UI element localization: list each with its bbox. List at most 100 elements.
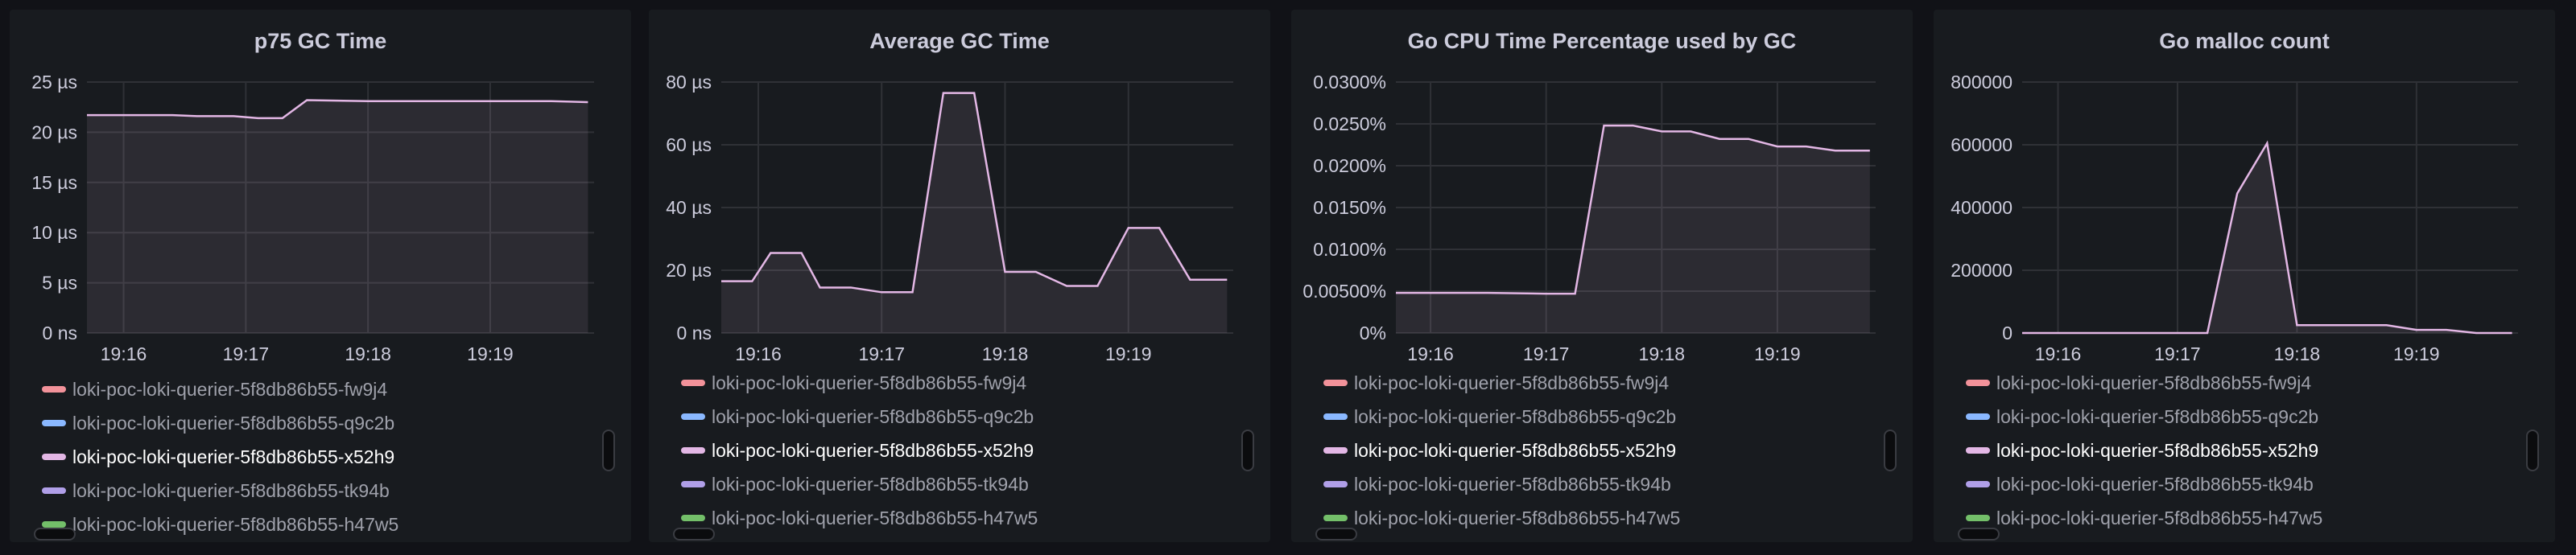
legend-label: loki-poc-loki-querier-5f8db86b55-h47w5 [72, 513, 399, 535]
x-tick-label: 19:19 [1105, 343, 1152, 364]
legend: loki-poc-loki-querier-5f8db86b55-fw9j4 lo… [1291, 375, 1913, 536]
x-tick-label: 19:16 [1407, 343, 1454, 364]
legend: loki-poc-loki-querier-5f8db86b55-fw9j4 lo… [10, 375, 631, 536]
legend-item[interactable]: loki-poc-loki-querier-5f8db86b55-fw9j4 [42, 375, 387, 404]
legend-color-swatch [1966, 515, 1990, 521]
legend-vertical-scrollbar[interactable] [1884, 430, 1897, 471]
legend-item[interactable]: loki-poc-loki-querier-5f8db86b55-q9c2b [1323, 402, 1676, 431]
legend-horizontal-scrollbar[interactable] [1958, 528, 2000, 541]
y-tick-label: 0 ns [43, 323, 77, 343]
panel-p75-gc-time[interactable]: p75 GC Time 0 ns 5 µs 10 µs 15 µs 20 µs 25 µs… [10, 10, 631, 542]
legend-color-swatch [1323, 413, 1348, 420]
legend-item[interactable]: loki-poc-loki-querier-5f8db86b55-tk94b [1966, 470, 2314, 499]
legend-label: loki-poc-loki-querier-5f8db86b55-fw9j4 [72, 378, 388, 400]
y-tick-label: 400000 [1951, 197, 2013, 218]
legend-color-swatch [42, 454, 66, 460]
y-tick-label: 40 µs [666, 197, 712, 218]
y-tick-label: 0% [1360, 323, 1386, 343]
panel-title[interactable]: Go CPU Time Percentage used by GC [1407, 29, 1797, 53]
panel-go-malloc-count[interactable]: Go malloc count 0 200000 400000 600000 80000… [1934, 10, 2555, 542]
legend-label: loki-poc-loki-querier-5f8db86b55-tk94b [72, 479, 390, 501]
legend-color-swatch [1966, 413, 1990, 420]
legend-item[interactable]: loki-poc-loki-querier-5f8db86b55-h47w5 [681, 504, 1038, 532]
legend-color-swatch [42, 420, 66, 426]
chart-go-malloc-count[interactable]: 0 200000 400000 600000 800000 19:16 19:17 19:18… [1934, 10, 2555, 364]
y-tick-label: 0.0200% [1313, 155, 1386, 176]
y-tick-label: 20 µs [31, 121, 77, 142]
legend-item[interactable]: loki-poc-loki-querier-5f8db86b55-x52h9 [1966, 436, 2318, 465]
x-tick-label: 19:18 [982, 343, 1029, 364]
y-tick-label: 15 µs [31, 172, 77, 193]
legend-horizontal-scrollbar[interactable] [673, 528, 715, 541]
legend: loki-poc-loki-querier-5f8db86b55-fw9j4 lo… [1934, 375, 2555, 536]
legend-horizontal-scrollbar[interactable] [1315, 528, 1357, 541]
y-tick-label: 0.0150% [1313, 197, 1386, 218]
legend-horizontal-scrollbar[interactable] [34, 528, 76, 541]
x-tick-label: 19:16 [101, 343, 147, 364]
series-area [2022, 143, 2512, 333]
legend-vertical-scrollbar[interactable] [602, 430, 615, 471]
panel-title[interactable]: Go malloc count [2159, 29, 2330, 53]
legend-item[interactable]: loki-poc-loki-querier-5f8db86b55-h47w5 [1966, 504, 2322, 532]
x-tick-label: 19:17 [2154, 343, 2201, 364]
legend-item[interactable]: loki-poc-loki-querier-5f8db86b55-x52h9 [681, 436, 1034, 465]
legend-item[interactable]: loki-poc-loki-querier-5f8db86b55-h47w5 [42, 510, 398, 536]
legend-color-swatch [681, 515, 705, 521]
legend-color-swatch [42, 521, 66, 528]
legend-item[interactable]: loki-poc-loki-querier-5f8db86b55-h47w5 [1323, 504, 1680, 532]
x-tick-label: 19:18 [2274, 343, 2321, 364]
y-tick-label: 0.0250% [1313, 113, 1386, 134]
legend-label: loki-poc-loki-querier-5f8db86b55-fw9j4 [1354, 375, 1670, 393]
legend-label: loki-poc-loki-querier-5f8db86b55-h47w5 [712, 507, 1038, 528]
chart-average-gc-time[interactable]: 0 ns 20 µs 40 µs 60 µs 80 µs 19:16 19:17 19:18 1… [649, 10, 1270, 364]
y-tick-label: 5 µs [42, 273, 77, 294]
legend-label: loki-poc-loki-querier-5f8db86b55-q9c2b [1996, 405, 2319, 427]
legend-item[interactable]: loki-poc-loki-querier-5f8db86b55-x52h9 [1323, 436, 1676, 465]
legend-item[interactable]: loki-poc-loki-querier-5f8db86b55-tk94b [681, 470, 1029, 499]
y-tick-label: 20 µs [666, 260, 712, 281]
legend-color-swatch [1966, 447, 1990, 454]
legend-label: loki-poc-loki-querier-5f8db86b55-x52h9 [72, 446, 395, 467]
series-area [87, 100, 588, 334]
legend-label: loki-poc-loki-querier-5f8db86b55-tk94b [712, 473, 1029, 495]
legend-item[interactable]: loki-poc-loki-querier-5f8db86b55-tk94b [1323, 470, 1671, 499]
series-area [1396, 125, 1870, 333]
x-tick-label: 19:17 [223, 343, 270, 364]
panel-average-gc-time[interactable]: Average GC Time 0 ns 20 µs 40 µs 60 µs 80 µs… [649, 10, 1270, 542]
legend-label: loki-poc-loki-querier-5f8db86b55-h47w5 [1996, 507, 2323, 528]
legend-label: loki-poc-loki-querier-5f8db86b55-tk94b [1996, 473, 2314, 495]
y-tick-label: 0 [2002, 323, 2013, 343]
y-tick-label: 800000 [1951, 72, 2013, 92]
legend-item[interactable]: loki-poc-loki-querier-5f8db86b55-q9c2b [681, 402, 1034, 431]
legend-item[interactable]: loki-poc-loki-querier-5f8db86b55-q9c2b [1966, 402, 2318, 431]
y-tick-label: 0 ns [677, 323, 712, 343]
legend-item[interactable]: loki-poc-loki-querier-5f8db86b55-fw9j4 [1966, 375, 2311, 397]
legend-color-swatch [1323, 447, 1348, 454]
legend-item[interactable]: loki-poc-loki-querier-5f8db86b55-fw9j4 [681, 375, 1026, 397]
panel-go-cpu-time-percentage[interactable]: Go CPU Time Percentage used by GC 0% 0.00… [1291, 10, 1913, 542]
panel-title[interactable]: p75 GC Time [254, 29, 387, 53]
chart-p75-gc-time[interactable]: 0 ns 5 µs 10 µs 15 µs 20 µs 25 µs 19:16 19:17 19… [10, 10, 631, 364]
legend-label: loki-poc-loki-querier-5f8db86b55-h47w5 [1354, 507, 1681, 528]
legend-item[interactable]: loki-poc-loki-querier-5f8db86b55-fw9j4 [1323, 375, 1669, 397]
legend-item[interactable]: loki-poc-loki-querier-5f8db86b55-tk94b [42, 476, 390, 505]
legend-vertical-scrollbar[interactable] [1241, 430, 1254, 471]
panel-title[interactable]: Average GC Time [869, 29, 1050, 53]
chart-go-cpu-time-percentage[interactable]: 0% 0.00500% 0.0100% 0.0150% 0.0200% 0.0250% 0.… [1291, 10, 1913, 364]
series-area [721, 92, 1228, 334]
legend-item[interactable]: loki-poc-loki-querier-5f8db86b55-q9c2b [42, 409, 394, 438]
y-tick-label: 10 µs [31, 222, 77, 243]
x-tick-label: 19:19 [467, 343, 514, 364]
legend-color-swatch [1966, 380, 1990, 386]
y-tick-label: 25 µs [31, 72, 77, 92]
legend-color-swatch [1966, 481, 1990, 487]
legend-color-swatch [681, 447, 705, 454]
x-tick-label: 19:16 [735, 343, 782, 364]
y-tick-label: 600000 [1951, 134, 2013, 155]
legend-label: loki-poc-loki-querier-5f8db86b55-q9c2b [1354, 405, 1677, 427]
legend-color-swatch [1323, 380, 1348, 386]
legend-color-swatch [42, 386, 66, 393]
legend-vertical-scrollbar[interactable] [2526, 430, 2539, 471]
legend-item[interactable]: loki-poc-loki-querier-5f8db86b55-x52h9 [42, 442, 394, 471]
